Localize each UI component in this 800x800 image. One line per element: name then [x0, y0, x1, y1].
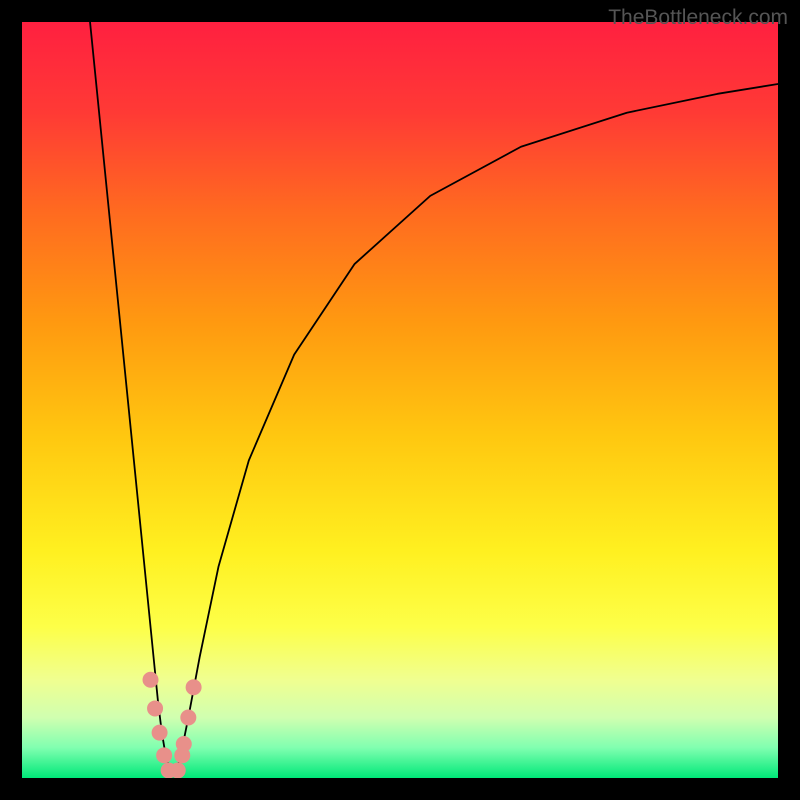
curve-right: [173, 84, 778, 774]
curve-left: [90, 22, 173, 774]
marker-point: [180, 740, 188, 748]
marker-point: [178, 751, 186, 759]
marker-point: [184, 714, 192, 722]
marker-point: [190, 683, 198, 691]
marker-point: [147, 676, 155, 684]
watermark-text: TheBottleneck.com: [608, 6, 788, 30]
chart-svg: [22, 22, 778, 778]
marker-point: [174, 766, 182, 774]
marker-point: [160, 751, 168, 759]
marker-group: [147, 676, 198, 775]
marker-point: [151, 704, 159, 712]
plot-area: [22, 22, 778, 778]
marker-point: [156, 729, 164, 737]
